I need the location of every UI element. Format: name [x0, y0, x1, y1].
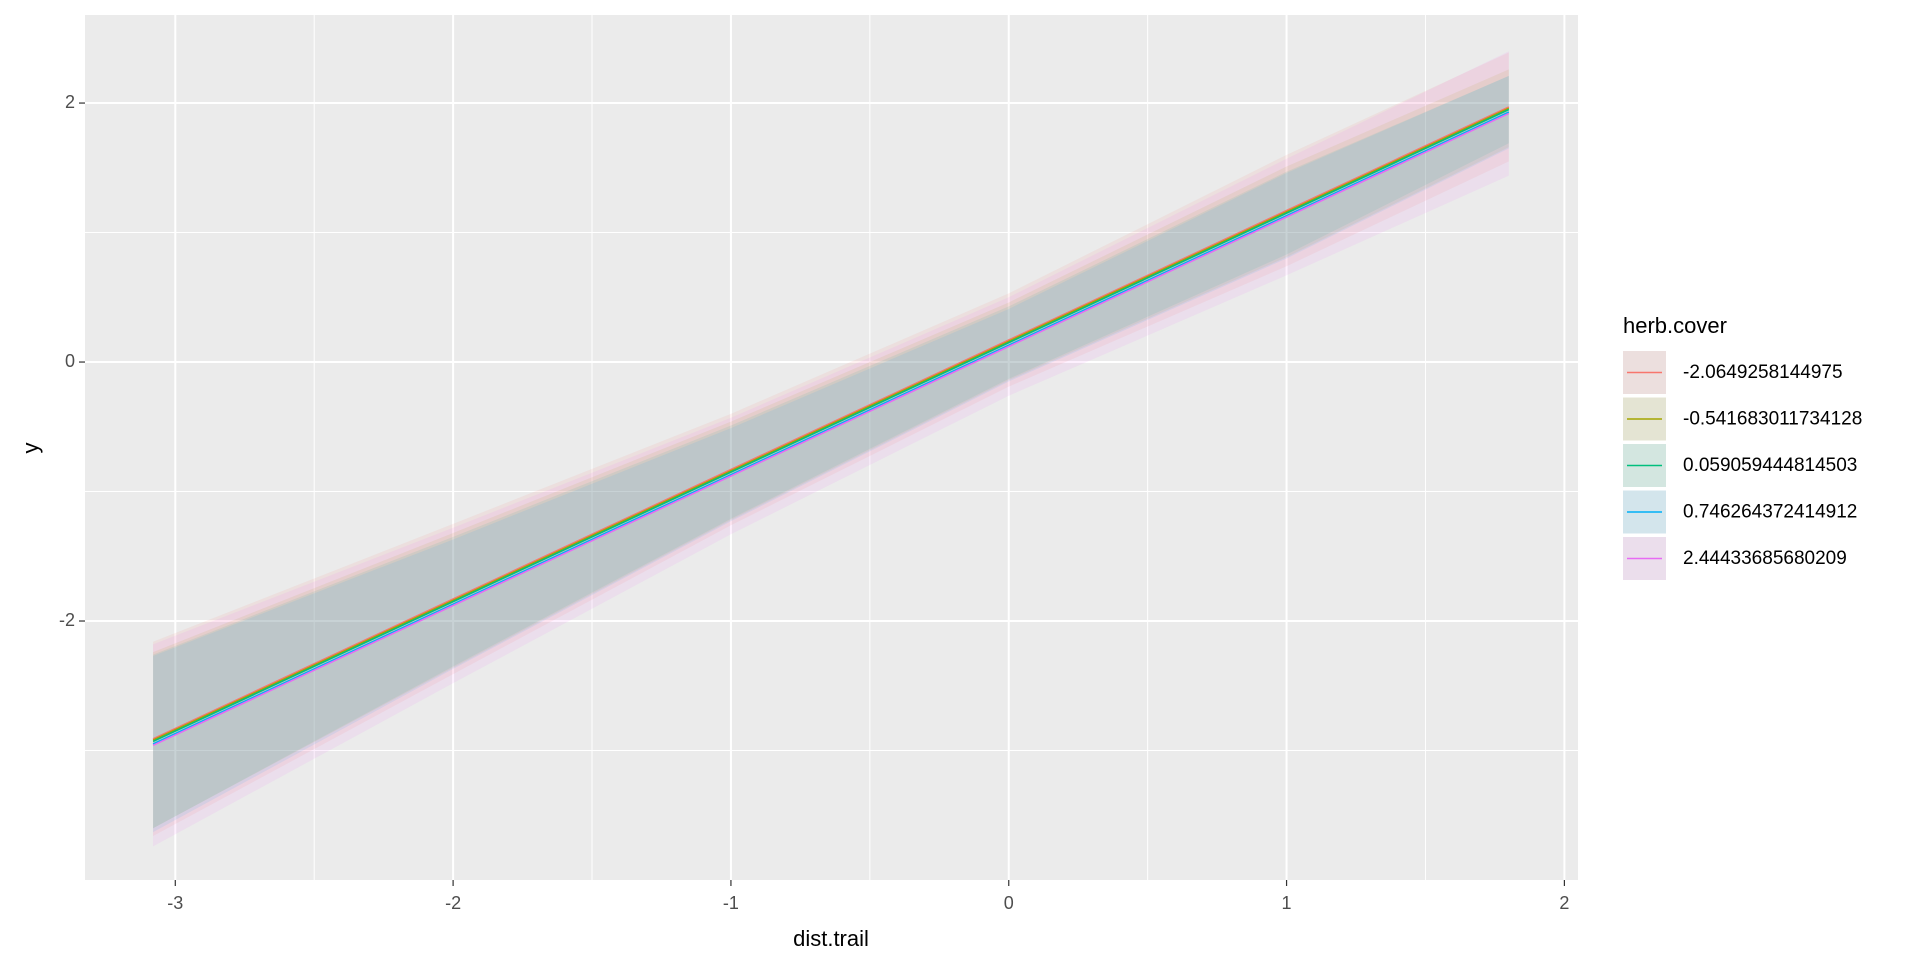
x-axis-title: dist.trail: [793, 926, 869, 951]
y-tick-label: -2: [59, 610, 75, 630]
x-tick-label: -2: [445, 893, 461, 913]
series-line: [152, 111, 1510, 745]
legend-label: 0.059059444814503: [1683, 455, 1857, 476]
legend-label: -0.541683011734128: [1683, 409, 1862, 430]
confidence-ribbon: [153, 51, 1509, 847]
plot-panel: [85, 15, 1578, 880]
confidence-ribbon: [153, 69, 1509, 829]
series-line: [152, 106, 1510, 740]
x-tick-label: -1: [723, 893, 739, 913]
series-line: [152, 112, 1510, 747]
plot-layer: [85, 15, 1578, 880]
x-tick-label: 2: [1559, 893, 1569, 913]
legend-label: 0.746264372414912: [1683, 502, 1857, 523]
y-tick-label: 2: [65, 92, 75, 112]
legend-title: herb.cover: [1623, 313, 1727, 338]
confidence-ribbon: [153, 75, 1509, 829]
legend-label: -2.0649258144975: [1683, 362, 1843, 383]
confidence-ribbon: [153, 52, 1509, 836]
series-line: [152, 108, 1510, 743]
x-tick-label: -3: [167, 893, 183, 913]
series-line: [152, 107, 1510, 741]
y-axis-title: y: [18, 443, 43, 454]
x-tick-label: 1: [1282, 893, 1292, 913]
x-tick-label: 0: [1004, 893, 1014, 913]
y-tick-label: 0: [65, 351, 75, 371]
legend-label: 2.44433685680209: [1683, 548, 1847, 569]
